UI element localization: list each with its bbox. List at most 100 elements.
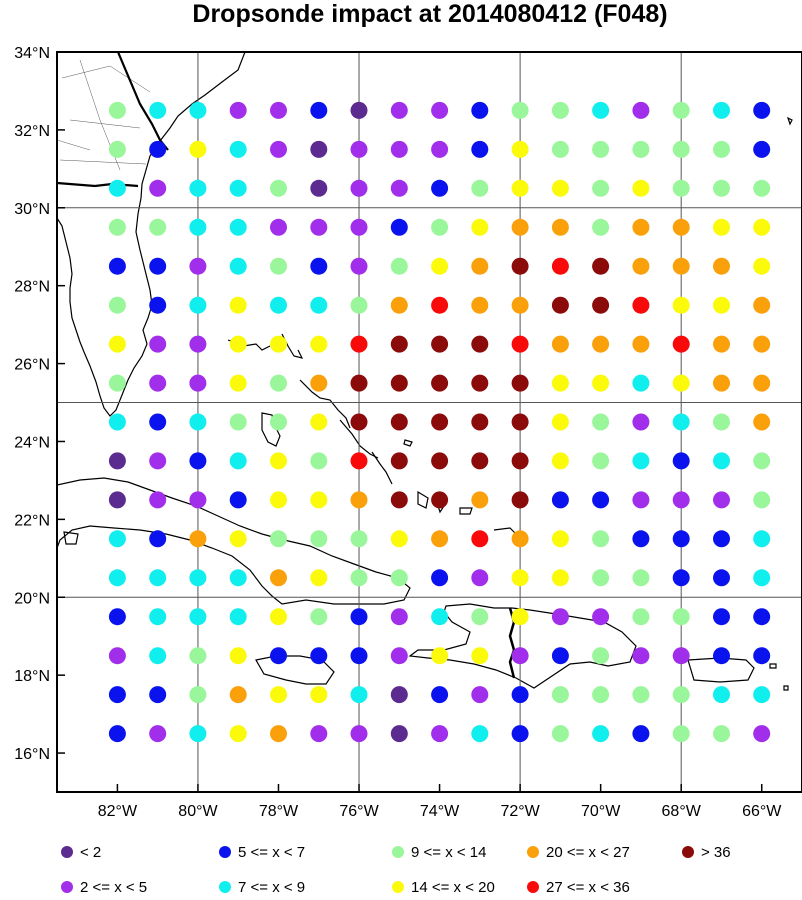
coastline-small-islands <box>769 116 793 691</box>
impact-dot <box>713 413 730 431</box>
impact-dot <box>471 452 489 470</box>
impact-dot <box>753 686 771 704</box>
impact-dot <box>189 101 207 119</box>
impact-dot <box>189 179 207 197</box>
impact-dot <box>310 647 328 665</box>
impact-dot <box>551 101 569 119</box>
impact-dot <box>632 608 650 626</box>
impact-dot <box>431 179 449 197</box>
impact-dot <box>350 179 368 197</box>
impact-dot <box>592 725 610 743</box>
impact-dot <box>753 725 771 743</box>
impact-dot <box>632 179 650 197</box>
coastline-inagua <box>403 439 413 447</box>
impact-dot <box>592 257 610 275</box>
impact-dot <box>350 413 368 431</box>
impact-dot <box>310 374 328 392</box>
impact-dot <box>672 296 690 314</box>
legend-label: 9 <= x < 14 <box>411 844 486 861</box>
impact-dot <box>149 413 167 431</box>
impact-dot <box>511 725 529 743</box>
impact-dot <box>431 608 449 626</box>
impact-dot <box>471 296 489 314</box>
impact-dot <box>632 647 650 665</box>
impact-dot <box>753 257 771 275</box>
impact-dot <box>390 725 408 743</box>
impact-dot <box>592 569 610 587</box>
legend-label: 5 <= x < 7 <box>238 844 305 861</box>
impact-dot <box>350 608 368 626</box>
impact-dot <box>431 374 449 392</box>
impact-dot <box>108 296 126 314</box>
impact-dot <box>189 218 207 236</box>
coastline-eleuthera <box>299 379 351 429</box>
impact-dot <box>672 725 690 743</box>
impact-dot <box>189 335 207 353</box>
impact-dot <box>431 452 449 470</box>
impact-dot <box>713 335 730 353</box>
impact-dot <box>511 140 529 158</box>
impact-dot <box>471 179 489 197</box>
impact-dot <box>713 569 730 587</box>
legend-label: 2 <= x < 5 <box>80 879 147 896</box>
impact-dot <box>672 413 690 431</box>
lon-tick-label: 74°W <box>420 803 460 820</box>
impact-dot <box>390 257 408 275</box>
impact-dot <box>632 374 650 392</box>
impact-dot <box>350 491 368 509</box>
impact-dot <box>229 413 247 431</box>
impact-dot <box>551 140 569 158</box>
impact-dot <box>149 335 167 353</box>
impact-dot <box>592 686 610 704</box>
impact-dot <box>390 413 408 431</box>
impact-dot <box>511 413 529 431</box>
lat-tick-label: 24°N <box>14 434 50 451</box>
impact-dot <box>229 608 247 626</box>
impact-dot <box>229 218 247 236</box>
impact-dot <box>753 101 771 119</box>
impact-dot <box>108 452 126 470</box>
impact-dot <box>713 725 730 743</box>
impact-dot <box>310 608 328 626</box>
legend-label: 7 <= x < 9 <box>238 879 305 896</box>
impact-dot <box>270 569 287 587</box>
impact-dot <box>149 530 167 548</box>
impact-dot <box>753 647 771 665</box>
impact-dot <box>672 101 690 119</box>
impact-dot <box>592 218 610 236</box>
impact-dot <box>350 101 368 119</box>
impact-dot <box>551 452 569 470</box>
impact-dot <box>713 491 730 509</box>
impact-dot <box>108 608 126 626</box>
impact-dot <box>713 452 730 470</box>
impact-dot <box>310 725 328 743</box>
impact-dot <box>592 374 610 392</box>
impact-dot <box>189 257 207 275</box>
impact-dot <box>592 296 610 314</box>
lon-tick-label: 66°W <box>742 803 782 820</box>
legend-swatch <box>392 846 404 858</box>
impact-dot <box>310 179 328 197</box>
impact-dot <box>270 140 287 158</box>
impact-dot <box>350 686 368 704</box>
impact-dot <box>592 608 610 626</box>
impact-dot <box>551 179 569 197</box>
impact-dot <box>471 101 489 119</box>
impact-dot <box>511 101 529 119</box>
impact-dot <box>270 452 287 470</box>
impact-dot <box>189 530 207 548</box>
legend-swatch <box>527 846 539 858</box>
impact-dot <box>431 413 449 431</box>
impact-dot <box>592 491 610 509</box>
lon-tick-label: 68°W <box>662 803 702 820</box>
impact-dot <box>592 101 610 119</box>
impact-dot <box>551 335 569 353</box>
impact-dot <box>310 569 328 587</box>
lon-tick-label: 70°W <box>581 803 621 820</box>
coastline-exuma <box>339 419 379 459</box>
legend-label: > 36 <box>701 844 731 861</box>
impact-dot <box>310 491 328 509</box>
impact-dot <box>672 530 690 548</box>
impact-dot <box>229 101 247 119</box>
impact-dot <box>149 491 167 509</box>
